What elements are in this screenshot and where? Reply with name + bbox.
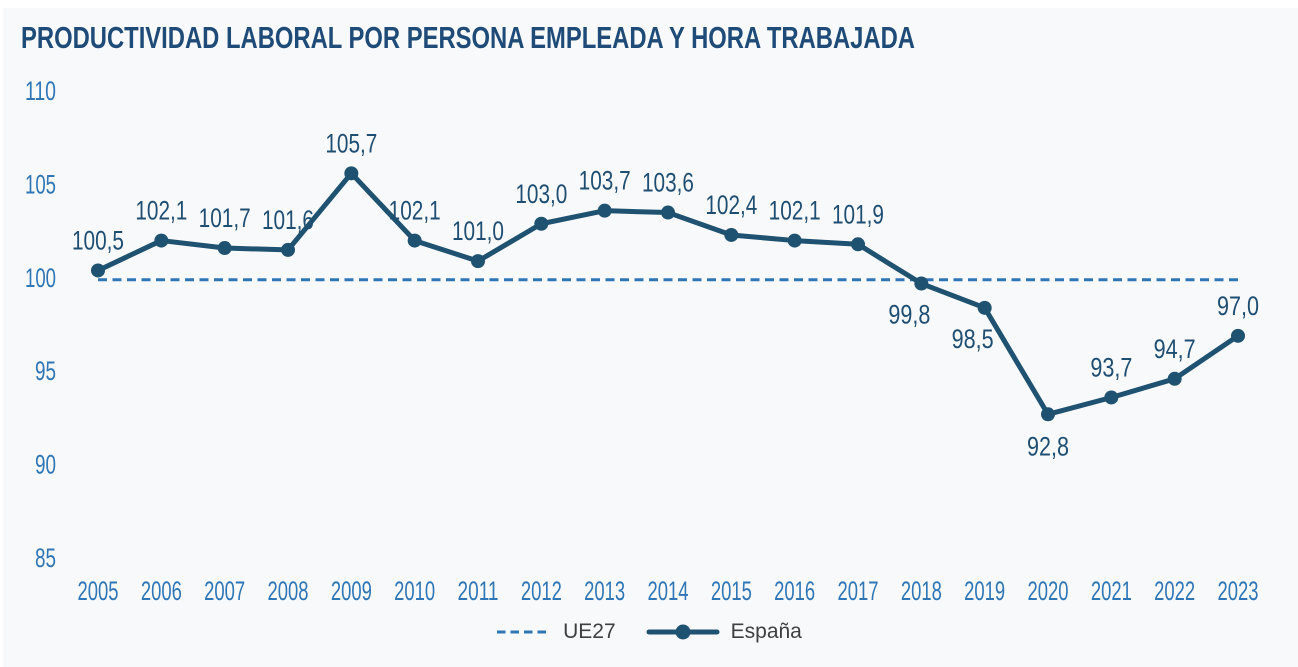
x-tick-label: 2007: [204, 576, 245, 606]
x-tick-label: 2022: [1154, 576, 1195, 606]
espana-data-label: 102,1: [135, 196, 187, 226]
espana-point: [281, 242, 295, 257]
espana-point: [977, 300, 992, 315]
espana-point: [344, 166, 359, 181]
espana-point: [1231, 328, 1245, 343]
y-tick-label: 85: [35, 543, 56, 573]
espana-data-label: 101,0: [452, 216, 504, 246]
y-tick-label: 105: [25, 169, 56, 199]
y-tick-label: 100: [25, 263, 56, 293]
x-tick-label: 2020: [1028, 576, 1069, 606]
espana-point: [851, 237, 865, 252]
espana-point: [154, 233, 169, 248]
espana-data-label: 105,7: [325, 128, 377, 158]
espana-data-label: 99,8: [888, 300, 930, 330]
espana-point: [661, 205, 675, 220]
x-tick-label: 2013: [584, 576, 625, 606]
y-tick-label: 90: [35, 450, 56, 480]
espana-data-label: 103,6: [642, 168, 694, 198]
top-edge-strip: [0, 0, 1298, 8]
x-tick-label: 2014: [648, 576, 689, 606]
espana-data-label: 101,9: [832, 199, 884, 229]
x-tick-label: 2021: [1091, 576, 1132, 606]
espana-point: [407, 233, 422, 248]
espana-data-label: 101,6: [262, 205, 314, 235]
legend: UE27 España: [0, 620, 1298, 644]
x-tick-label: 2017: [838, 576, 879, 606]
espana-data-label: 92,8: [1027, 431, 1069, 461]
x-tick-label: 2005: [78, 576, 119, 606]
legend-item-ue27: UE27: [496, 620, 616, 644]
y-tick-label: 110: [25, 76, 56, 106]
x-tick-label: 2008: [268, 576, 309, 606]
left-edge-strip: [0, 0, 3, 667]
ue27-dashed-line-swatch: [497, 630, 552, 634]
legend-label-espana: España: [730, 620, 802, 643]
espana-data-label: 103,7: [579, 166, 631, 196]
espana-data-label: 98,5: [952, 324, 994, 354]
espana-data-label: 101,7: [199, 203, 251, 233]
espana-point: [1104, 390, 1119, 405]
espana-point: [914, 276, 929, 291]
espana-data-label: 102,4: [705, 190, 757, 220]
legend-item-espana: España: [646, 620, 802, 644]
espana-point: [217, 241, 232, 256]
espana-point: [597, 203, 612, 218]
x-tick-label: 2023: [1218, 576, 1259, 606]
espana-data-label: 103,0: [515, 179, 567, 209]
x-tick-label: 2018: [901, 576, 942, 606]
espana-data-label: 100,5: [72, 225, 124, 255]
espana-line-swatch: [646, 624, 720, 640]
y-tick-label: 95: [35, 356, 56, 386]
espana-point: [1167, 371, 1182, 386]
x-tick-label: 2006: [141, 576, 182, 606]
espana-point: [91, 263, 105, 278]
espana-point: [471, 254, 485, 269]
espana-point: [724, 227, 739, 242]
espana-data-label: 94,7: [1154, 334, 1196, 364]
espana-point: [534, 216, 549, 231]
x-tick-label: 2016: [774, 576, 815, 606]
espana-point: [1041, 407, 1055, 422]
chart-title: PRODUCTIVIDAD LABORAL POR PERSONA EMPLEA…: [21, 20, 915, 55]
espana-data-label: 102,1: [769, 196, 821, 226]
x-tick-label: 2019: [964, 576, 1005, 606]
espana-data-label: 97,0: [1217, 291, 1259, 321]
espana-data-label: 93,7: [1090, 352, 1132, 382]
x-tick-label: 2015: [711, 576, 752, 606]
x-tick-label: 2012: [521, 576, 562, 606]
espana-data-label: 102,1: [389, 196, 441, 226]
x-tick-label: 2010: [394, 576, 435, 606]
x-tick-label: 2009: [331, 576, 372, 606]
espana-point: [787, 233, 802, 248]
legend-label-ue27: UE27: [563, 620, 616, 643]
x-tick-label: 2011: [458, 576, 499, 606]
